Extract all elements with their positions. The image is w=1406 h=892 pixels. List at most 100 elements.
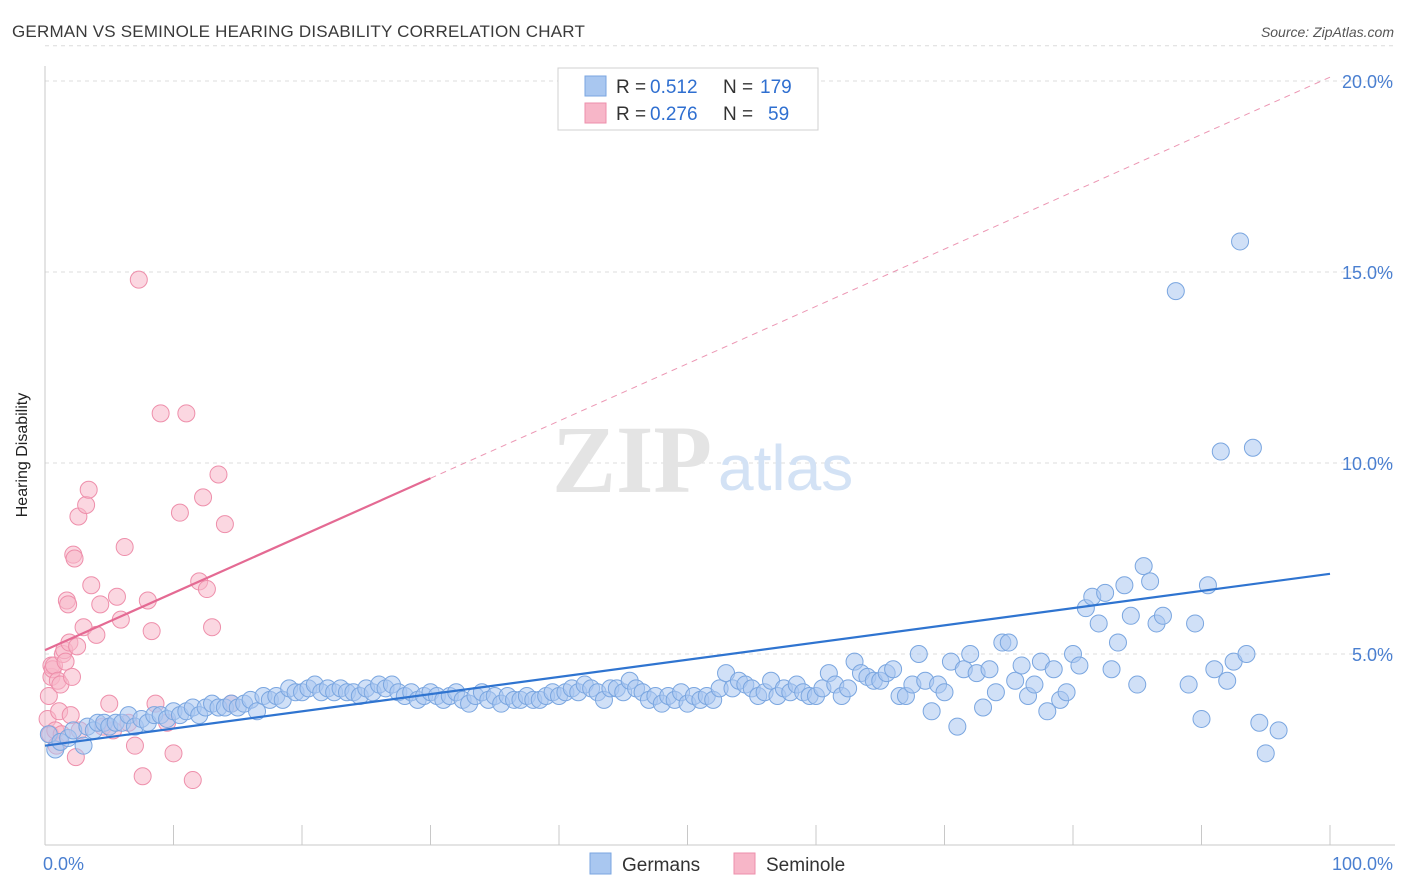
- seminole-r-label: R =: [616, 104, 646, 125]
- seminole-point: [215, 515, 234, 534]
- germans-points: [39, 232, 1288, 763]
- germans-point: [1038, 702, 1057, 721]
- axis-layer: [44, 66, 1395, 846]
- germans-point: [980, 660, 999, 679]
- germans-point: [839, 679, 858, 698]
- trend-lines: [44, 76, 1331, 747]
- germans-point: [1108, 633, 1127, 652]
- legend-germans-label: Germans: [622, 855, 700, 876]
- seminole-point: [39, 687, 58, 706]
- seminole-point: [62, 667, 81, 686]
- germans-point: [248, 702, 267, 721]
- germans-point: [935, 683, 954, 702]
- seminole-point: [79, 480, 98, 499]
- seminole-point: [100, 694, 119, 713]
- seminole-point: [183, 771, 202, 790]
- x-tick-label: 0.0%: [43, 854, 84, 874]
- seminole-r-value: 0.276: [650, 104, 698, 125]
- germans-point: [1102, 660, 1121, 679]
- seminole-n-label: N =: [723, 104, 753, 125]
- x-tick-labels: 0.0% 100.0%: [43, 854, 1393, 874]
- y-tick-label: 10.0%: [1342, 454, 1393, 474]
- y-tick-labels: 5.0% 10.0% 15.0% 20.0%: [1342, 72, 1393, 665]
- seminole-point: [194, 488, 213, 507]
- y-tick-label: 15.0%: [1342, 263, 1393, 283]
- germans-point: [1006, 671, 1025, 690]
- germans-point: [1044, 660, 1063, 679]
- germans-point: [1250, 713, 1269, 732]
- seminole-point: [129, 270, 148, 289]
- legend-seminole-label: Seminole: [766, 855, 845, 876]
- seminole-point: [170, 503, 189, 522]
- watermark-atlas: atlas: [718, 432, 853, 504]
- legend-germans-swatch: [589, 852, 612, 875]
- germans-point: [1141, 572, 1160, 591]
- seminole-point: [59, 595, 78, 614]
- seminole-point: [65, 549, 84, 568]
- germans-n-value: 179: [760, 77, 792, 98]
- germans-point: [948, 717, 967, 736]
- germans-point: [1115, 576, 1134, 595]
- germans-point: [1057, 683, 1076, 702]
- germans-point: [999, 633, 1018, 652]
- germans-point: [1134, 557, 1153, 576]
- germans-point: [1231, 232, 1250, 251]
- germans-point: [1243, 438, 1262, 457]
- germans-point: [1166, 282, 1185, 301]
- germans-point: [986, 683, 1005, 702]
- germans-point: [1192, 709, 1211, 728]
- y-tick-label: 20.0%: [1342, 72, 1393, 92]
- germans-r-label: R =: [616, 77, 646, 98]
- germans-point: [1153, 606, 1172, 625]
- seminole-point: [133, 767, 152, 786]
- germans-point: [1025, 675, 1044, 694]
- seminole-point: [209, 465, 228, 484]
- seminole-point: [177, 404, 196, 423]
- seminole-point: [151, 404, 170, 423]
- seminole-point: [142, 622, 161, 641]
- seminole-point: [107, 587, 126, 606]
- legend-seminole-swatch: [733, 852, 756, 875]
- germans-point: [1186, 614, 1205, 633]
- germans-n-label: N =: [723, 77, 753, 98]
- germans-point: [961, 645, 980, 663]
- seminole-point: [125, 736, 144, 755]
- germans-point: [1237, 645, 1256, 663]
- germans-point: [1128, 675, 1147, 694]
- seminole-point: [56, 652, 75, 671]
- germans-point: [1070, 656, 1089, 675]
- seminole-point: [197, 580, 216, 599]
- germans-point: [1211, 442, 1230, 461]
- germans-r-value: 0.512: [650, 77, 698, 98]
- seminole-point: [115, 538, 134, 557]
- germans-point: [1269, 721, 1288, 740]
- chart-title: GERMAN VS SEMINOLE HEARING DISABILITY CO…: [12, 22, 586, 41]
- correlation-legend: R = 0.512 N = 179 R = 0.276 N = 59: [557, 67, 819, 131]
- grid-layer: [45, 45, 1395, 655]
- seminole-n-value: 59: [768, 104, 789, 125]
- seminole-swatch: [584, 102, 607, 124]
- germans-trend-line: [44, 572, 1331, 747]
- series-legend: Germans Seminole: [589, 852, 845, 876]
- seminole-point: [68, 637, 87, 656]
- seminole-point: [91, 595, 110, 614]
- germans-point: [974, 698, 993, 717]
- seminole-point: [61, 706, 80, 725]
- x-tick-label: 100.0%: [1332, 854, 1393, 874]
- germans-swatch: [584, 75, 607, 97]
- seminole-point: [203, 618, 222, 637]
- germans-point: [909, 645, 928, 663]
- chart-source: Source: ZipAtlas.com: [1260, 24, 1394, 40]
- watermark: ZIP atlas: [552, 406, 853, 513]
- germans-point: [884, 660, 903, 679]
- seminole-trend-extension: [430, 76, 1331, 479]
- germans-point: [1121, 606, 1140, 625]
- germans-point: [1205, 660, 1224, 679]
- seminole-point: [77, 496, 96, 515]
- germans-point: [1089, 614, 1108, 633]
- germans-point: [1179, 675, 1198, 694]
- seminole-point: [164, 744, 183, 763]
- germans-point: [922, 702, 941, 721]
- germans-point: [1256, 744, 1275, 763]
